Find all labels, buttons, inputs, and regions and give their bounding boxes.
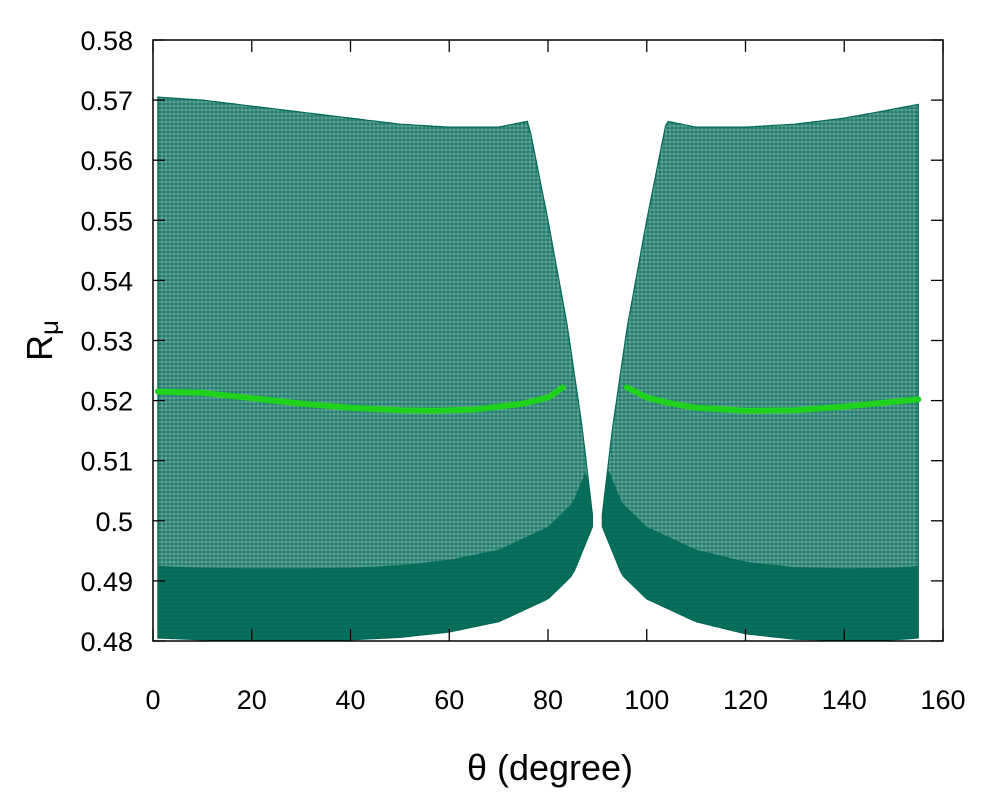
x-tick-label: 100 <box>624 685 669 715</box>
x-tick-labels: 0 20 40 60 80 100 120 140 160 <box>145 685 965 715</box>
x-tick-label: 140 <box>822 685 867 715</box>
y-tick-label: 0.48 <box>80 627 133 657</box>
scatter-band-dense-2 <box>602 469 919 641</box>
x-tick-label: 80 <box>533 685 563 715</box>
y-tick-label: 0.56 <box>80 146 133 176</box>
plot-area <box>154 96 922 642</box>
y-axis-label-main: R <box>19 335 60 361</box>
y-tick-label: 0.58 <box>80 26 133 56</box>
central-curve-2 <box>624 384 922 414</box>
x-axis-label: θ (degree) <box>467 747 633 788</box>
x-tick-label: 20 <box>237 685 267 715</box>
y-tick-label: 0.53 <box>80 327 133 357</box>
y-tick-label: 0.54 <box>80 266 133 296</box>
y-axis-label: Rμ <box>19 320 64 361</box>
x-tick-label: 40 <box>335 685 365 715</box>
x-tick-label: 0 <box>145 685 160 715</box>
central-curve-1 <box>154 384 566 414</box>
y-tick-label: 0.55 <box>80 206 133 236</box>
x-tick-label: 60 <box>434 685 464 715</box>
x-tick-label: 120 <box>723 685 768 715</box>
y-tick-labels: 0.48 0.49 0.5 0.51 0.52 0.53 0.54 0.55 0.56 0.57 0… <box>80 26 133 657</box>
y-tick-label: 0.51 <box>80 447 133 477</box>
y-tick-label: 0.5 <box>95 507 133 537</box>
x-tick-label: 160 <box>920 685 965 715</box>
y-tick-label: 0.49 <box>80 567 133 597</box>
scatter-band-dense-1 <box>157 472 593 641</box>
y-tick-label: 0.52 <box>80 387 133 417</box>
y-tick-label: 0.57 <box>80 86 133 116</box>
y-axis-label-subscript: μ <box>34 320 64 335</box>
axis-ticks <box>152 39 944 642</box>
